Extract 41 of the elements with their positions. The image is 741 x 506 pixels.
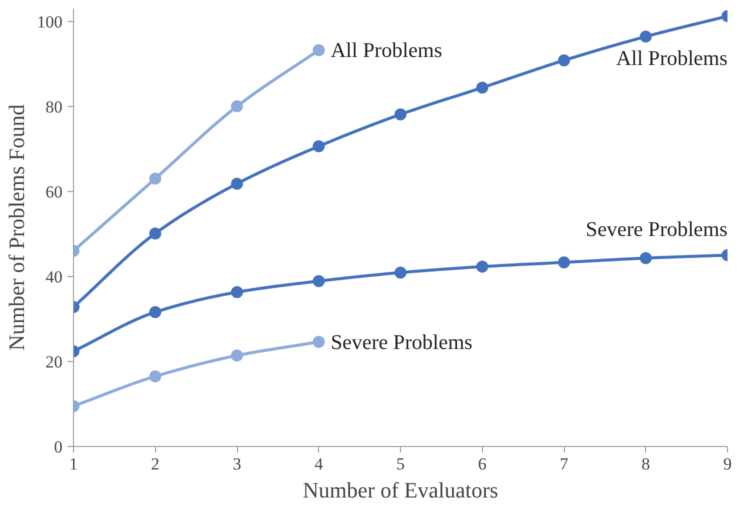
point <box>640 252 652 264</box>
point <box>231 100 243 112</box>
series-label: All Problems <box>616 46 728 70</box>
x-tick-label: 5 <box>396 454 405 474</box>
y-tick-label: 20 <box>46 352 62 372</box>
point <box>312 336 325 348</box>
y-axis-title: Number of Problems Found <box>4 104 29 351</box>
series-label: Severe Problems <box>586 217 728 242</box>
y-tick-label: 60 <box>46 182 62 202</box>
point <box>312 44 325 56</box>
x-tick-label: 2 <box>151 454 160 474</box>
series-label: All Problems <box>330 38 442 62</box>
y-tick-label: 80 <box>46 97 62 116</box>
point <box>231 286 243 298</box>
point <box>149 227 162 240</box>
point <box>312 140 325 152</box>
point <box>312 275 325 288</box>
x-tick-label: 8 <box>642 454 650 474</box>
point <box>476 260 488 273</box>
point <box>231 350 243 362</box>
x-tick-label: 9 <box>723 454 732 474</box>
point <box>149 306 162 318</box>
point <box>476 82 488 94</box>
y-tick-label: 40 <box>46 267 62 286</box>
y-tick-label: 100 <box>37 12 62 32</box>
point <box>394 108 406 120</box>
x-tick-label: 4 <box>314 454 324 474</box>
point <box>149 172 162 185</box>
x-tick-label: 1 <box>69 454 78 474</box>
point <box>558 54 570 66</box>
point <box>558 256 570 268</box>
point <box>640 30 652 43</box>
x-tick-label: 3 <box>232 454 242 474</box>
x-tick-label: 6 <box>478 454 486 474</box>
x-tick-label: 7 <box>560 454 569 474</box>
y-tick-label: 0 <box>54 438 62 456</box>
point <box>394 266 406 279</box>
point <box>149 370 162 382</box>
series-label: Severe Problems <box>330 330 472 354</box>
x-axis-title: Number of Evaluators <box>302 478 498 502</box>
point <box>231 178 243 190</box>
